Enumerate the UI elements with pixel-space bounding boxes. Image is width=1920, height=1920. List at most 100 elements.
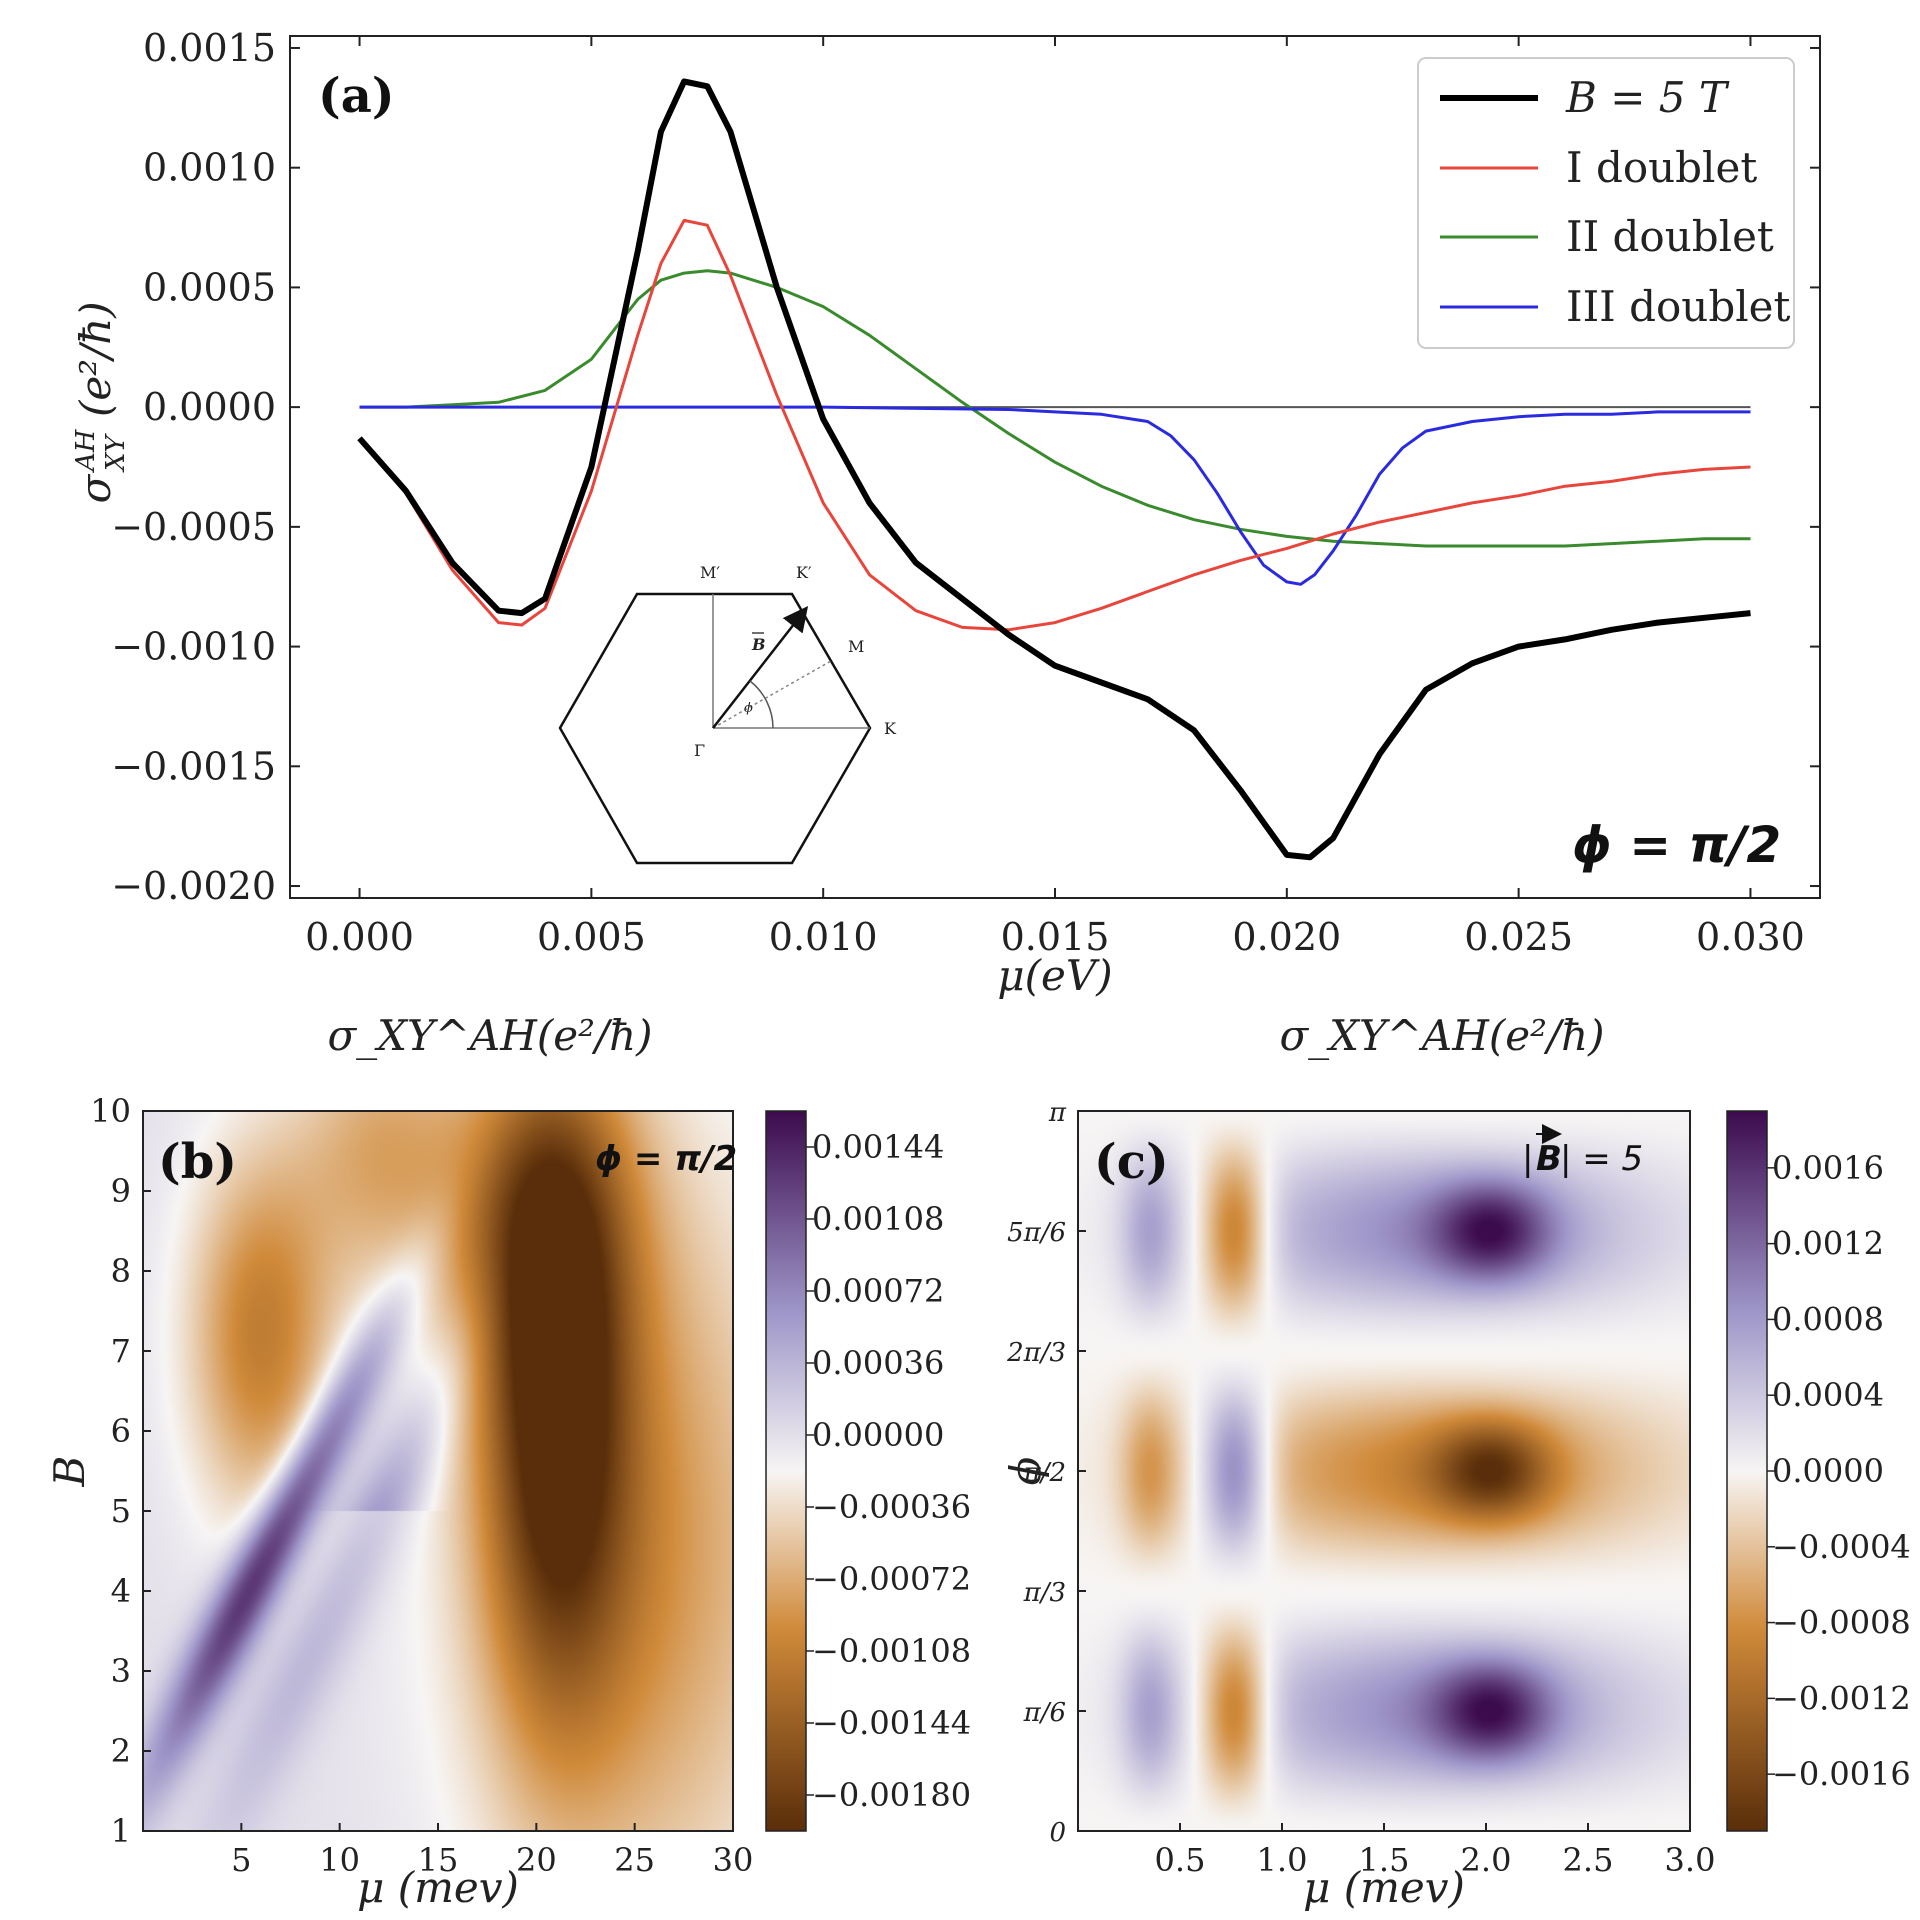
annotation-c-post: | = 5 (1560, 1139, 1643, 1179)
heatmap-b-container (143, 1111, 733, 1831)
colorbar-c-tick-label: 0.0008 (1772, 1300, 1884, 1338)
y-tick-label-a: 0.0000 (143, 385, 276, 429)
colorbar-b-ticks: 0.00144 0.00108 0.00072 0.00036 0.00000 −0.00… (806, 1128, 971, 1814)
colorbar-b-tick-label: 0.00072 (812, 1272, 944, 1310)
y-tick-label-a: 0.0015 (143, 26, 276, 70)
legend-label-0: B = 5 T (1565, 73, 1730, 122)
y-tick-label-b: 5 (111, 1492, 131, 1530)
panel-c-label: (c) (1094, 1134, 1169, 1190)
colorbar-c-tick-label: −0.0008 (1772, 1604, 1911, 1642)
y-tick-label-a: 0.0010 (143, 146, 276, 190)
legend-frame (1417, 57, 1795, 349)
y-tick-label-c: 2π/3 (1006, 1338, 1066, 1368)
x-tick-label-a: 0.020 (1232, 915, 1341, 959)
series-line-i-doublet (358, 218, 1751, 632)
inset-brillouin-zone: M′ K′ M K Γ B ϕ (558, 563, 897, 865)
y-tick-label-a: 0.0005 (143, 265, 276, 309)
colorbar-b-tick-label: 0.00000 (812, 1416, 944, 1454)
inset-label-kp: K′ (796, 563, 812, 582)
plot-a-series (357, 78, 1751, 861)
inset-label-mp: M′ (700, 563, 720, 582)
legend-a: B = 5 T I doublet II doublet III doublet (1417, 57, 1795, 349)
panel-b: σ_XY^AH(e²/ħ) 5 10 15 20 25 30 1 2 3 4 5 6 7 8 9 10 (b)… (45, 1011, 971, 1912)
y-tick-label-c: π/3 (1023, 1578, 1066, 1608)
x-tick-label-a: 0.030 (1696, 915, 1805, 959)
x-tick-label-a: 0.005 (537, 915, 646, 959)
panel-c-title: σ_XY^AH(e²/ħ) (1279, 1011, 1604, 1060)
inset-b-vector (712, 606, 809, 729)
y-tick-label-a: −0.0015 (111, 744, 276, 788)
panel-a-label: (a) (318, 68, 395, 124)
x-tick-label-c: 2.5 (1563, 1841, 1614, 1879)
series-line-ii-doublet (359, 269, 1751, 548)
y-tick-label-a: −0.0005 (111, 505, 276, 549)
y-axis-label-c: ϕ (1001, 1457, 1050, 1486)
panel-c: σ_XY^AH(e²/ħ) 0.5 1.0 1.5 2.0 2.5 3.0 0 π/6 π/3 π… (1001, 1011, 1911, 1912)
y-tick-label-b: 8 (111, 1252, 131, 1290)
plot-b-ticks: 5 10 15 20 25 30 1 2 3 4 5 6 7 8 9 10 (90, 1092, 753, 1879)
annotation-c-vec: B (1536, 1139, 1562, 1179)
x-axis-label-a: μ(eV) (997, 951, 1112, 1000)
inset-label-k: K (884, 719, 897, 738)
y-axis-label-b: B (45, 1456, 94, 1488)
legend-label-2: II doublet (1566, 212, 1774, 261)
y-tick-label-c: 5π/6 (1007, 1218, 1066, 1248)
y-tick-label-a: −0.0020 (111, 864, 276, 908)
y-tick-label-b: 7 (111, 1332, 131, 1370)
colorbar-c (1727, 1111, 1767, 1831)
x-tick-label-c: 1.5 (1359, 1841, 1410, 1879)
x-axis-label-c: μ (mev) (1303, 1863, 1465, 1912)
colorbar-b-tick-label: 0.00108 (812, 1200, 944, 1238)
panel-a-annotation: ϕ = π/2 (1572, 816, 1781, 874)
panel-b-annotation: ϕ = π/2 (595, 1139, 737, 1179)
y-tick-label-b: 3 (111, 1652, 131, 1690)
y-tick-label-b: 2 (111, 1732, 131, 1770)
x-tick-label-a: 0.025 (1464, 915, 1573, 959)
colorbar-b-tick-label: −0.00180 (812, 1776, 971, 1814)
colorbar-b-tick-label: −0.00072 (812, 1560, 971, 1598)
y-label-a-sup: AH (71, 428, 101, 473)
x-tick-label-c: 1.0 (1257, 1841, 1308, 1879)
colorbar-b-tick-label: −0.00144 (812, 1704, 971, 1742)
colorbar-b-tick-label: 0.00144 (812, 1128, 944, 1166)
y-label-a-sub: XY (101, 432, 131, 473)
series-line-iii-doublet (359, 405, 1751, 586)
y-label-a-main: σ (71, 473, 120, 503)
inset-label-phi: ϕ (744, 701, 753, 716)
inset-label-gamma: Γ (694, 741, 705, 760)
colorbar-b-container (766, 1111, 806, 1831)
x-tick-label-a: 0.010 (769, 915, 878, 959)
colorbar-b-frame (765, 1110, 807, 1832)
y-tick-label-b: 1 (111, 1812, 131, 1850)
y-tick-label-c: π/6 (1023, 1698, 1066, 1728)
x-tick-label-b: 25 (614, 1841, 655, 1879)
y-tick-label-c: π (1048, 1098, 1067, 1128)
heatmap-c (1078, 1111, 1690, 1831)
inset-dotted-line (712, 660, 832, 729)
colorbar-c-tick-label: 0.0016 (1772, 1149, 1884, 1187)
legend-label-3: III doublet (1566, 282, 1791, 331)
panel-b-label: (b) (158, 1134, 237, 1190)
colorbar-c-tick-label: 0.0012 (1772, 1225, 1884, 1263)
x-tick-label-b: 20 (516, 1841, 557, 1879)
y-tick-label-b: 6 (111, 1412, 131, 1450)
y-label-a-unit: (e²/ħ) (71, 301, 120, 417)
y-tick-label-b: 4 (111, 1572, 131, 1610)
x-tick-label-a: 0.015 (1001, 915, 1110, 959)
x-tick-label-b: 30 (713, 1841, 754, 1879)
x-tick-label-b: 15 (418, 1841, 459, 1879)
panel-c-annotation: | B | = 5 (1522, 1124, 1643, 1179)
colorbar-c-tick-label: −0.0016 (1772, 1755, 1911, 1793)
y-tick-label-b: 10 (90, 1092, 131, 1130)
y-tick-label-b: 9 (111, 1172, 131, 1210)
colorbar-c-ticks: 0.0016 0.0012 0.0008 0.0004 0.0000 −0.0004 −0.… (1767, 1149, 1911, 1793)
x-tick-label-b: 10 (319, 1841, 360, 1879)
colorbar-c-tick-label: −0.0012 (1772, 1679, 1911, 1717)
plot-c-ticks: 0.5 1.0 1.5 2.0 2.5 3.0 0 π/6 π/3 π/2 2π/3 5π/6 π (1006, 1098, 1715, 1879)
panel-a: 0.000 0.005 0.010 0.015 0.020 0.025 0.030 0.001… (71, 26, 1821, 1000)
inset-label-b: B (751, 635, 766, 654)
heatmap-b (143, 1111, 733, 1831)
series-line-b-5-t (357, 78, 1751, 861)
colorbar-b (766, 1111, 806, 1831)
